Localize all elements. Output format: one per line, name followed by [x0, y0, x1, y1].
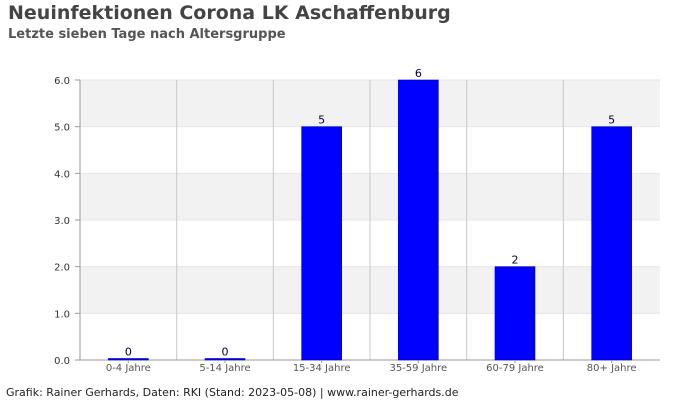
y-tick-label: 0.0 — [54, 356, 70, 367]
data-label: 2 — [512, 254, 519, 267]
data-label: 6 — [415, 67, 422, 80]
x-tick-label: 15-34 Jahre — [293, 363, 351, 374]
x-tick-label: 0-4 Jahre — [106, 363, 151, 374]
y-tick-labels: 0.0 1.0 2.0 3.0 4.0 5.0 6.0 — [54, 76, 80, 367]
x-tick-labels: 0-4 Jahre 5-14 Jahre 15-34 Jahre 35-59 Jahr… — [106, 360, 637, 374]
data-label: 0 — [125, 346, 132, 359]
data-label: 5 — [318, 114, 325, 127]
source-footer: Grafik: Rainer Gerhards, Daten: RKI (Sta… — [6, 386, 459, 399]
data-label: 5 — [608, 114, 615, 127]
bar — [591, 126, 632, 361]
bar — [494, 266, 536, 361]
y-tick-label: 2.0 — [54, 263, 70, 274]
bars — [108, 79, 632, 361]
bar — [108, 358, 149, 361]
y-tick-label: 3.0 — [54, 216, 70, 227]
data-label: 0 — [222, 346, 229, 359]
bar — [301, 126, 342, 361]
y-tick-label: 1.0 — [54, 309, 70, 320]
x-tick-label: 35-59 Jahre — [389, 363, 447, 374]
x-tick-label: 60-79 Jahre — [486, 363, 544, 374]
bar — [204, 358, 246, 361]
y-tick-label: 4.0 — [54, 169, 70, 180]
x-tick-label: 80+ Jahre — [587, 363, 637, 374]
data-labels: 0 0 5 6 2 5 — [125, 67, 615, 359]
chart-title: Neuinfektionen Corona LK Aschaffenburg — [8, 2, 451, 24]
chart-subtitle: Letzte sieben Tage nach Altersgruppe — [8, 27, 286, 42]
x-tick-label: 5-14 Jahre — [199, 363, 250, 374]
y-tick-label: 6.0 — [54, 76, 70, 87]
y-tick-label: 5.0 — [54, 123, 70, 134]
bar — [398, 79, 439, 361]
